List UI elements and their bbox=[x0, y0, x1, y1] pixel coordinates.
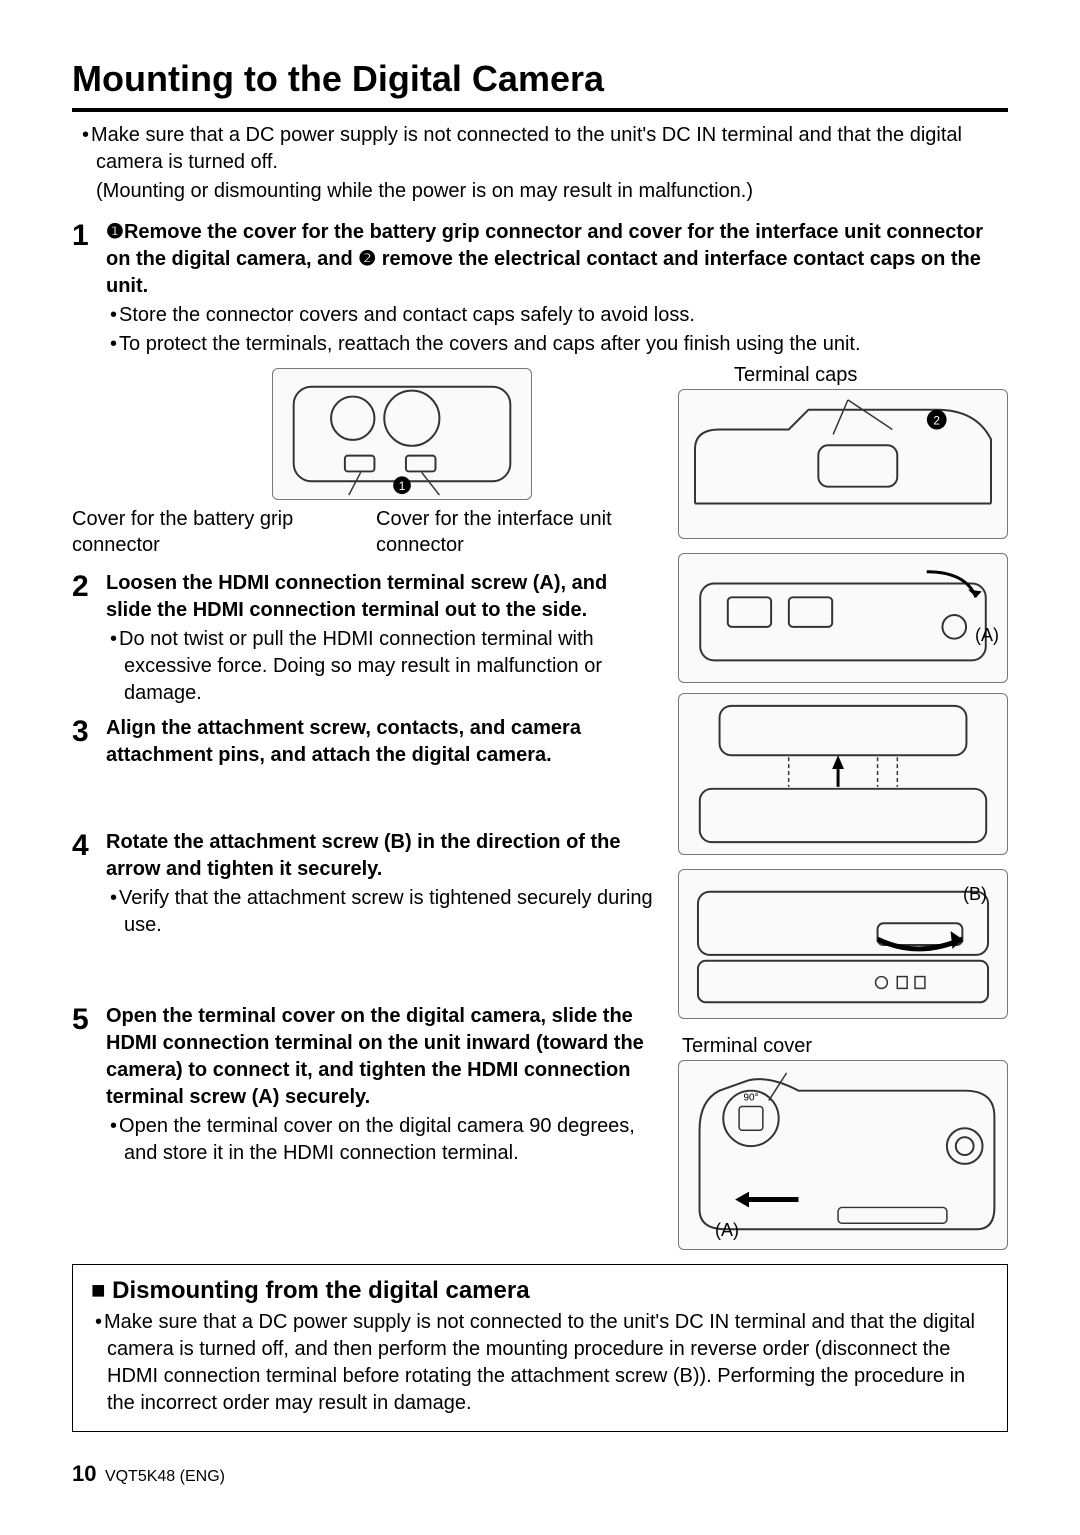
dismount-title: Dismounting from the digital camera bbox=[91, 1277, 989, 1305]
rotate-screw-illustration-icon bbox=[679, 870, 1007, 1018]
left-column: 1 Cover for the battery grip connector C… bbox=[72, 364, 656, 1250]
figure-terminal-cover: 90° (A) bbox=[678, 1060, 1008, 1250]
figure-camera-bottom: 1 bbox=[272, 368, 532, 500]
intro-bullet: Make sure that a DC power supply is not … bbox=[72, 122, 1008, 176]
right-column: Terminal caps 2 (A) bbox=[678, 364, 1008, 1250]
step-1-instruction: ❶Remove the cover for the battery grip c… bbox=[106, 219, 1008, 300]
unit-top-caps-illustration-icon: 2 bbox=[679, 390, 1007, 538]
step-4-instruction: Rotate the attachment screw (B) in the d… bbox=[106, 829, 656, 883]
footer-page-number: 10 bbox=[72, 1461, 96, 1486]
camera-bottom-illustration-icon: 1 bbox=[273, 369, 531, 499]
step-1-num: 1 bbox=[72, 219, 106, 358]
caption-battery-cover: Cover for the battery grip connector bbox=[72, 506, 352, 558]
figure-rotate-b: (B) bbox=[678, 869, 1008, 1019]
circled-2-icon: ❷ bbox=[358, 248, 376, 270]
hdmi-slide-illustration-icon bbox=[679, 554, 1007, 682]
svg-text:1: 1 bbox=[399, 479, 406, 493]
caption-interface-cover: Cover for the interface unit connector bbox=[376, 506, 656, 558]
figure-unit-top-caps: 2 bbox=[678, 389, 1008, 539]
circled-1-icon: ❶ bbox=[106, 221, 124, 243]
step-5: 5 Open the terminal cover on the digital… bbox=[72, 1003, 656, 1167]
step-5-num: 5 bbox=[72, 1003, 106, 1167]
step-3: 3 Align the attachment screw, contacts, … bbox=[72, 715, 656, 769]
step-2: 2 Loosen the HDMI connection terminal sc… bbox=[72, 570, 656, 707]
step-5-bullet-1: Open the terminal cover on the digital c… bbox=[106, 1113, 656, 1167]
step-2-bullet-1: Do not twist or pull the HDMI connection… bbox=[106, 626, 656, 707]
footer-doc-code: VQT5K48 (ENG) bbox=[105, 1468, 225, 1485]
step-4-bullet-1: Verify that the attachment screw is tigh… bbox=[106, 885, 656, 939]
step-1-bullet-2: To protect the terminals, reattach the c… bbox=[106, 331, 1008, 358]
label-a-1: (A) bbox=[975, 625, 999, 646]
page-footer: 10 VQT5K48 (ENG) bbox=[72, 1461, 225, 1487]
label-a-2: (A) bbox=[715, 1220, 739, 1241]
step-1-bullet-1: Store the connector covers and contact c… bbox=[106, 302, 1008, 329]
step-5-instruction: Open the terminal cover on the digital c… bbox=[106, 1003, 656, 1111]
svg-text:2: 2 bbox=[933, 414, 940, 428]
caption-terminal-caps: Terminal caps bbox=[734, 364, 1008, 387]
step-4-num: 4 bbox=[72, 829, 106, 939]
figure-align-attach bbox=[678, 693, 1008, 855]
page-title: Mounting to the Digital Camera bbox=[72, 58, 1008, 100]
step-2-instruction: Loosen the HDMI connection terminal scre… bbox=[106, 570, 656, 624]
step-2-num: 2 bbox=[72, 570, 106, 707]
svg-text:90°: 90° bbox=[744, 1093, 759, 1104]
caption-terminal-cover: Terminal cover bbox=[682, 1035, 1008, 1058]
title-rule bbox=[72, 108, 1008, 112]
figure-unit-slide-a: (A) bbox=[678, 553, 1008, 683]
step-4: 4 Rotate the attachment screw (B) in the… bbox=[72, 829, 656, 939]
dismount-box: Dismounting from the digital camera Make… bbox=[72, 1264, 1008, 1432]
intro-sub: (Mounting or dismounting while the power… bbox=[72, 180, 1008, 203]
step-1: 1 ❶Remove the cover for the battery grip… bbox=[72, 219, 1008, 358]
align-attach-illustration-icon bbox=[679, 694, 1007, 854]
step-3-instruction: Align the attachment screw, contacts, an… bbox=[106, 715, 656, 769]
step-3-num: 3 bbox=[72, 715, 106, 769]
content-columns: 1 Cover for the battery grip connector C… bbox=[72, 364, 1008, 1250]
dismount-body: Make sure that a DC power supply is not … bbox=[91, 1309, 989, 1417]
label-b: (B) bbox=[963, 884, 987, 905]
